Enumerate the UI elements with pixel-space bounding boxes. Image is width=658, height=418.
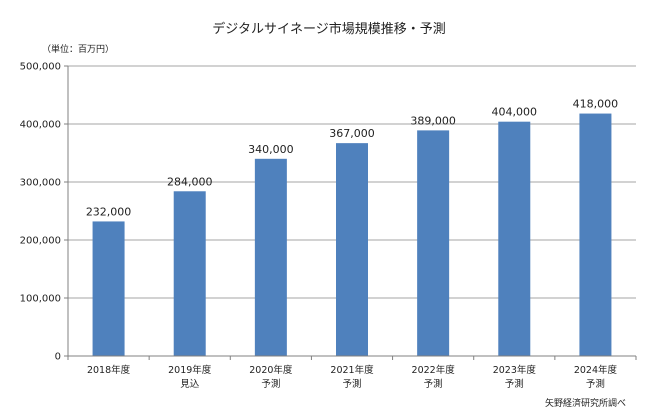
x-tick-label: 2018年度 [87,364,131,376]
data-label: 284,000 [167,175,213,188]
y-tick-label: 0 [55,352,61,363]
x-tick-label: 2022年度 [412,364,456,376]
data-label: 389,000 [410,114,456,127]
bar [254,158,287,356]
data-label: 367,000 [329,127,375,140]
data-label: 404,000 [492,106,538,119]
x-tick-label: 2023年度 [493,364,537,376]
x-tick-label: 2020年度 [249,364,293,376]
bar [417,130,450,356]
x-tick-label: 2024年度 [574,364,618,376]
data-label: 232,000 [86,205,132,218]
bar [92,221,125,356]
data-labels: 232,000 284,000 340,000 367,000 389,000 404,0… [86,98,618,219]
source-note: 矢野経済研究所調べ [545,397,626,409]
bar [498,121,531,357]
y-tick-label: 500,000 [20,62,61,73]
data-label: 340,000 [248,143,294,156]
x-tick-sublabel: 予測 [342,378,361,390]
x-tick-sublabel: 予測 [261,378,280,390]
bar [173,191,206,356]
bars [92,113,612,357]
data-label: 418,000 [573,98,619,111]
y-tick-label: 100,000 [20,294,61,305]
bar [336,143,368,356]
unit-label: （単位：百万円） [42,43,114,55]
y-axis-ticks: 0 100,000 200,000 300,000 400,000 500,000 [20,62,68,363]
y-tick-label: 400,000 [20,120,61,131]
x-tick-label: 2019年度 [168,364,212,376]
x-tick-sublabel: 予測 [586,378,605,390]
x-tick-sublabel: 見込 [180,379,200,390]
bar [579,113,612,356]
y-tick-label: 200,000 [20,236,61,247]
x-tick-sublabel: 予測 [505,378,524,390]
axes [67,66,636,357]
x-tick-label: 2021年度 [330,364,374,376]
x-axis-ticks: 2018年度 2019年度見込2020年度予測2021年度予測2022年度予測20… [67,356,637,390]
x-tick-sublabel: 予測 [424,378,443,390]
y-tick-label: 300,000 [20,178,61,189]
chart-title: デジタルサイネージ市場規模推移・予測 [212,21,445,37]
